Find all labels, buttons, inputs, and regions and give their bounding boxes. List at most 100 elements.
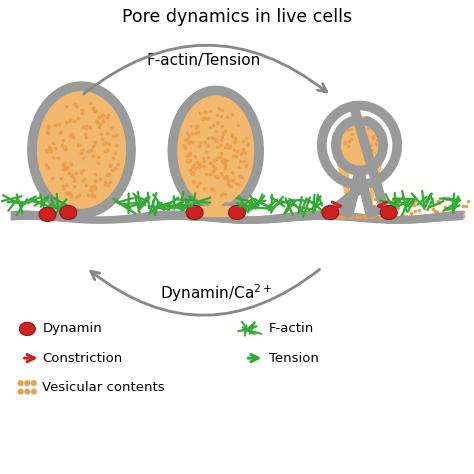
Point	[82, 122, 90, 129]
Point	[371, 202, 378, 210]
Point	[102, 139, 109, 147]
Point	[231, 137, 239, 145]
Point	[229, 152, 237, 159]
Point	[459, 209, 466, 216]
Point	[443, 212, 451, 220]
Point	[66, 131, 74, 139]
Point	[428, 214, 436, 221]
Point	[181, 145, 189, 152]
Point	[339, 213, 347, 220]
Point	[220, 174, 228, 182]
Ellipse shape	[322, 205, 339, 219]
Point	[383, 212, 390, 220]
Point	[211, 172, 219, 179]
Point	[212, 137, 220, 145]
Point	[91, 107, 98, 115]
Point	[189, 177, 196, 184]
Point	[213, 144, 220, 151]
Point	[206, 170, 213, 178]
Point	[346, 213, 354, 220]
Point	[195, 143, 202, 150]
Point	[200, 184, 208, 192]
Circle shape	[18, 389, 24, 395]
Point	[344, 126, 352, 134]
Point	[209, 135, 216, 142]
Point	[441, 203, 448, 211]
Point	[360, 212, 368, 220]
Point	[59, 182, 66, 190]
Point	[376, 202, 384, 210]
Polygon shape	[205, 209, 226, 210]
Point	[412, 213, 419, 221]
Point	[360, 212, 367, 220]
Point	[406, 212, 413, 220]
Point	[361, 213, 368, 221]
Point	[63, 118, 70, 126]
Point	[71, 100, 79, 108]
Point	[101, 147, 109, 155]
Point	[109, 132, 117, 140]
Point	[200, 157, 207, 165]
Point	[45, 146, 52, 154]
Point	[61, 143, 68, 151]
Point	[66, 115, 74, 123]
Point	[233, 147, 241, 155]
Point	[241, 150, 249, 157]
Point	[227, 176, 235, 184]
Point	[49, 154, 57, 161]
Point	[377, 213, 384, 221]
Point	[183, 136, 191, 143]
Point	[369, 132, 377, 139]
Point	[60, 165, 67, 173]
Point	[452, 212, 460, 220]
Point	[191, 161, 198, 168]
Point	[415, 214, 422, 221]
Point	[442, 195, 450, 203]
Point	[89, 152, 97, 159]
Point	[210, 162, 217, 170]
Point	[401, 212, 408, 220]
Point	[182, 143, 189, 151]
Point	[193, 182, 201, 189]
Ellipse shape	[39, 207, 56, 221]
Point	[183, 129, 191, 137]
Point	[201, 138, 209, 146]
Point	[61, 144, 69, 151]
Point	[221, 162, 228, 169]
Point	[80, 175, 88, 182]
Point	[54, 154, 62, 162]
Point	[204, 154, 212, 161]
Point	[365, 151, 372, 159]
Point	[450, 213, 458, 221]
Point	[362, 213, 369, 221]
Point	[67, 161, 74, 168]
Point	[65, 189, 73, 197]
Point	[77, 149, 84, 156]
Point	[337, 213, 345, 220]
Point	[431, 208, 438, 215]
Point	[201, 163, 208, 170]
Point	[434, 197, 441, 204]
Point	[212, 173, 220, 181]
Point	[194, 163, 201, 170]
Point	[194, 159, 202, 167]
Point	[98, 131, 105, 138]
Point	[205, 205, 213, 212]
Point	[104, 129, 111, 137]
Point	[217, 170, 225, 177]
Point	[209, 134, 216, 141]
Point	[463, 202, 470, 210]
Point	[71, 177, 78, 185]
Point	[44, 147, 52, 155]
Point	[68, 172, 75, 179]
Point	[112, 164, 119, 172]
Point	[181, 137, 189, 144]
Point	[394, 198, 402, 206]
Point	[201, 108, 209, 116]
Point	[93, 118, 100, 125]
Point	[228, 168, 236, 175]
Point	[98, 112, 106, 119]
Circle shape	[24, 389, 30, 395]
Point	[79, 146, 86, 154]
Point	[87, 146, 95, 153]
